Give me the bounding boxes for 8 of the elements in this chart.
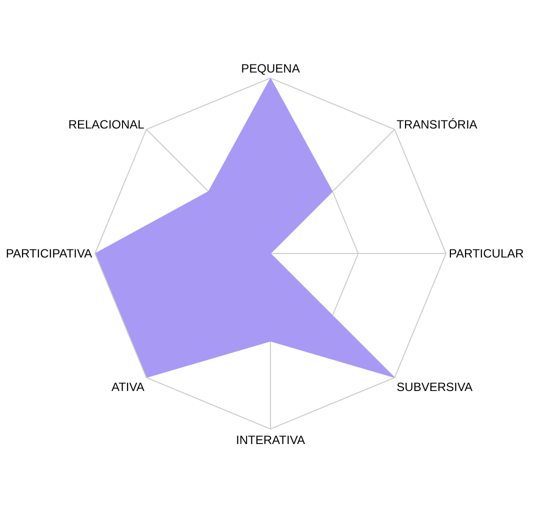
spoke-label: TRANSITÓRIA [396,118,478,132]
spoke-label: SUBVERSIVA [396,380,472,394]
spoke-label: INTERATIVA [236,432,305,447]
spoke-label: ATIVA [111,380,144,394]
spoke-label: RELACIONAL [68,118,145,132]
spoke-label: PARTICULAR [448,246,524,261]
spoke-label: PARTICIPATIVA [6,246,92,261]
spoke-label: PEQUENA [241,62,300,76]
